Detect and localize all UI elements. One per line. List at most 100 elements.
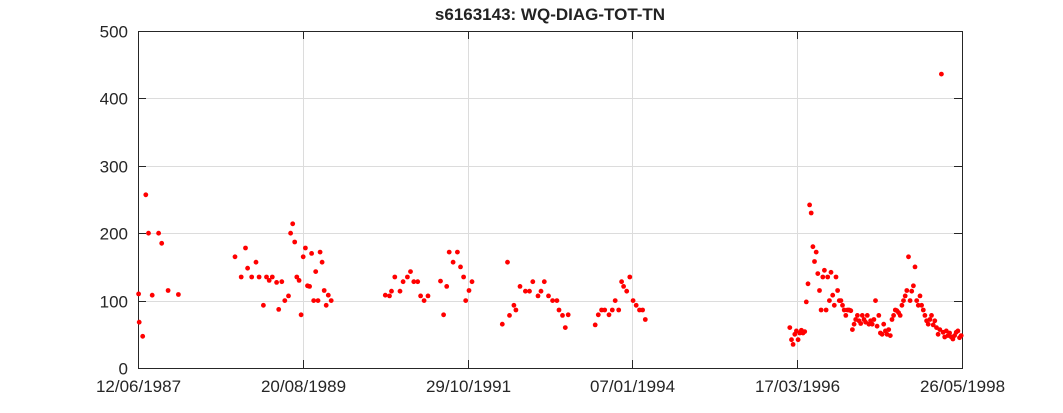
data-point bbox=[640, 307, 645, 313]
data-point bbox=[915, 302, 921, 308]
data-point bbox=[606, 312, 612, 318]
data-point bbox=[253, 259, 259, 265]
data-point bbox=[858, 321, 864, 326]
data-point bbox=[455, 249, 460, 255]
data-point bbox=[294, 274, 300, 280]
data-point bbox=[400, 279, 406, 285]
data-point bbox=[820, 274, 826, 280]
data-point bbox=[446, 249, 452, 255]
data-point bbox=[818, 307, 824, 313]
data-point bbox=[902, 293, 908, 299]
data-point bbox=[550, 298, 555, 303]
data-point bbox=[328, 298, 334, 303]
data-point bbox=[808, 210, 814, 216]
data-point bbox=[256, 274, 262, 280]
data-point bbox=[415, 279, 421, 285]
data-point bbox=[787, 325, 793, 330]
data-point bbox=[565, 312, 571, 318]
data-point bbox=[939, 71, 944, 77]
data-point bbox=[633, 302, 639, 308]
data-point bbox=[505, 259, 510, 265]
data-point bbox=[298, 312, 304, 318]
data-point bbox=[815, 271, 821, 276]
data-point bbox=[831, 302, 837, 308]
data-point bbox=[955, 328, 961, 334]
data-point bbox=[450, 259, 456, 265]
data-point bbox=[461, 274, 466, 280]
data-point bbox=[444, 284, 450, 289]
data-point bbox=[466, 288, 472, 293]
data-point bbox=[909, 288, 915, 294]
data-point bbox=[249, 274, 255, 280]
data-point bbox=[886, 327, 892, 332]
data-point bbox=[165, 288, 171, 293]
data-point bbox=[873, 298, 878, 303]
data-point bbox=[392, 274, 398, 280]
data-point bbox=[441, 312, 446, 318]
data-point bbox=[421, 298, 427, 303]
data-point bbox=[864, 313, 870, 318]
data-point bbox=[642, 317, 648, 322]
data-point bbox=[458, 264, 463, 270]
x-tick-label: 20/08/1989 bbox=[261, 377, 346, 396]
data-point bbox=[149, 292, 155, 298]
data-point bbox=[911, 283, 916, 289]
data-point bbox=[143, 192, 149, 198]
data-point bbox=[245, 265, 251, 271]
data-point bbox=[288, 230, 293, 236]
data-point bbox=[389, 288, 394, 294]
data-point bbox=[889, 317, 895, 322]
data-point bbox=[612, 298, 618, 303]
data-point bbox=[411, 279, 417, 285]
data-point bbox=[382, 292, 388, 298]
data-point bbox=[904, 288, 910, 293]
y-tick-label: 500 bbox=[100, 23, 128, 42]
data-point bbox=[795, 337, 801, 343]
data-point bbox=[136, 291, 142, 297]
data-point bbox=[825, 274, 831, 280]
data-point bbox=[527, 288, 532, 294]
data-point bbox=[463, 298, 469, 303]
data-point bbox=[822, 267, 827, 273]
data-point bbox=[264, 274, 269, 280]
data-point bbox=[876, 313, 882, 318]
data-point bbox=[321, 288, 327, 293]
chart-title: s6163143: WQ-DIAG-TOT-TN bbox=[435, 5, 665, 24]
data-point bbox=[874, 323, 880, 329]
data-point bbox=[311, 298, 317, 303]
data-point bbox=[313, 269, 319, 274]
data-point bbox=[232, 254, 238, 260]
data-point bbox=[176, 292, 181, 297]
data-point bbox=[823, 307, 829, 313]
data-point bbox=[405, 274, 410, 280]
data-point bbox=[538, 288, 544, 294]
data-point bbox=[619, 279, 624, 285]
data-point bbox=[929, 313, 934, 318]
data-points bbox=[136, 71, 964, 347]
x-tick-label: 17/03/1996 bbox=[755, 377, 840, 396]
data-point bbox=[925, 321, 931, 327]
x-tick-label: 07/01/1994 bbox=[590, 377, 675, 396]
data-point bbox=[560, 313, 565, 318]
data-point bbox=[958, 333, 964, 338]
data-point bbox=[879, 331, 885, 337]
data-point bbox=[243, 245, 248, 251]
data-point bbox=[930, 322, 936, 328]
data-point bbox=[290, 221, 296, 227]
data-point bbox=[630, 298, 636, 303]
data-point bbox=[303, 245, 308, 251]
y-tick-label: 300 bbox=[100, 158, 128, 177]
data-point bbox=[848, 308, 854, 314]
data-point bbox=[624, 288, 630, 294]
data-point bbox=[238, 274, 244, 280]
data-point bbox=[307, 284, 312, 289]
data-point bbox=[947, 330, 952, 336]
data-point bbox=[530, 279, 536, 285]
data-point bbox=[899, 302, 905, 308]
data-point bbox=[912, 264, 918, 270]
data-point bbox=[807, 202, 812, 208]
data-point bbox=[828, 269, 834, 275]
data-point bbox=[140, 333, 146, 339]
data-point bbox=[274, 280, 279, 285]
y-tick-label: 100 bbox=[100, 293, 128, 312]
